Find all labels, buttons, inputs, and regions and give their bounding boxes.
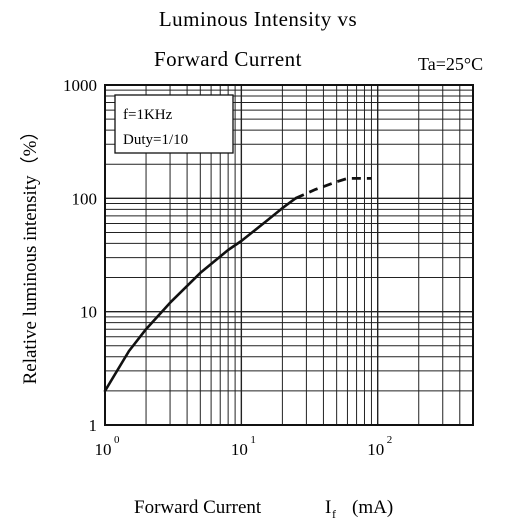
series-group — [103, 177, 372, 393]
series-line-dashed — [295, 177, 372, 200]
x-tick-label-base: 10 — [367, 440, 384, 459]
x-tick-label-base: 10 — [95, 440, 112, 459]
y-axis-label: Relative luminous intensity（%） — [19, 122, 41, 385]
y-tick-label: 1 — [89, 416, 98, 435]
temperature-condition: Ta=25°C — [418, 54, 483, 74]
chart-title-line2: Forward Current — [154, 47, 302, 71]
x-tick-label-exponent: 1 — [250, 434, 256, 446]
legend-box: f=1KHz Duty=1/10 — [114, 94, 234, 154]
x-axis-label-symbol: I — [325, 497, 331, 518]
y-tick-labels: 1 10 100 1000 — [63, 76, 97, 435]
x-tick-label-exponent: 0 — [114, 434, 120, 446]
series-line-solid — [103, 197, 297, 393]
x-axis-label: Forward Current I f (mA) — [134, 497, 393, 521]
y-tick-label: 10 — [80, 303, 97, 322]
plot-frame — [104, 84, 474, 426]
legend-line-2: Duty=1/10 — [123, 132, 188, 148]
x-axis-label-subscript: f — [332, 507, 336, 521]
x-tick-label-exponent: 2 — [387, 434, 393, 446]
x-axis-label-text: Forward Current — [134, 497, 262, 518]
x-tick-labels: 10 0 10 1 10 2 — [95, 434, 393, 459]
x-tick-label-base: 10 — [231, 440, 248, 459]
x-axis-label-unit: (mA) — [352, 497, 393, 518]
y-tick-label: 100 — [72, 189, 98, 208]
y-tick-label: 1000 — [63, 76, 97, 95]
legend-line-1: f=1KHz — [123, 107, 173, 123]
chart-title-line1: Luminous Intensity vs — [159, 7, 357, 31]
